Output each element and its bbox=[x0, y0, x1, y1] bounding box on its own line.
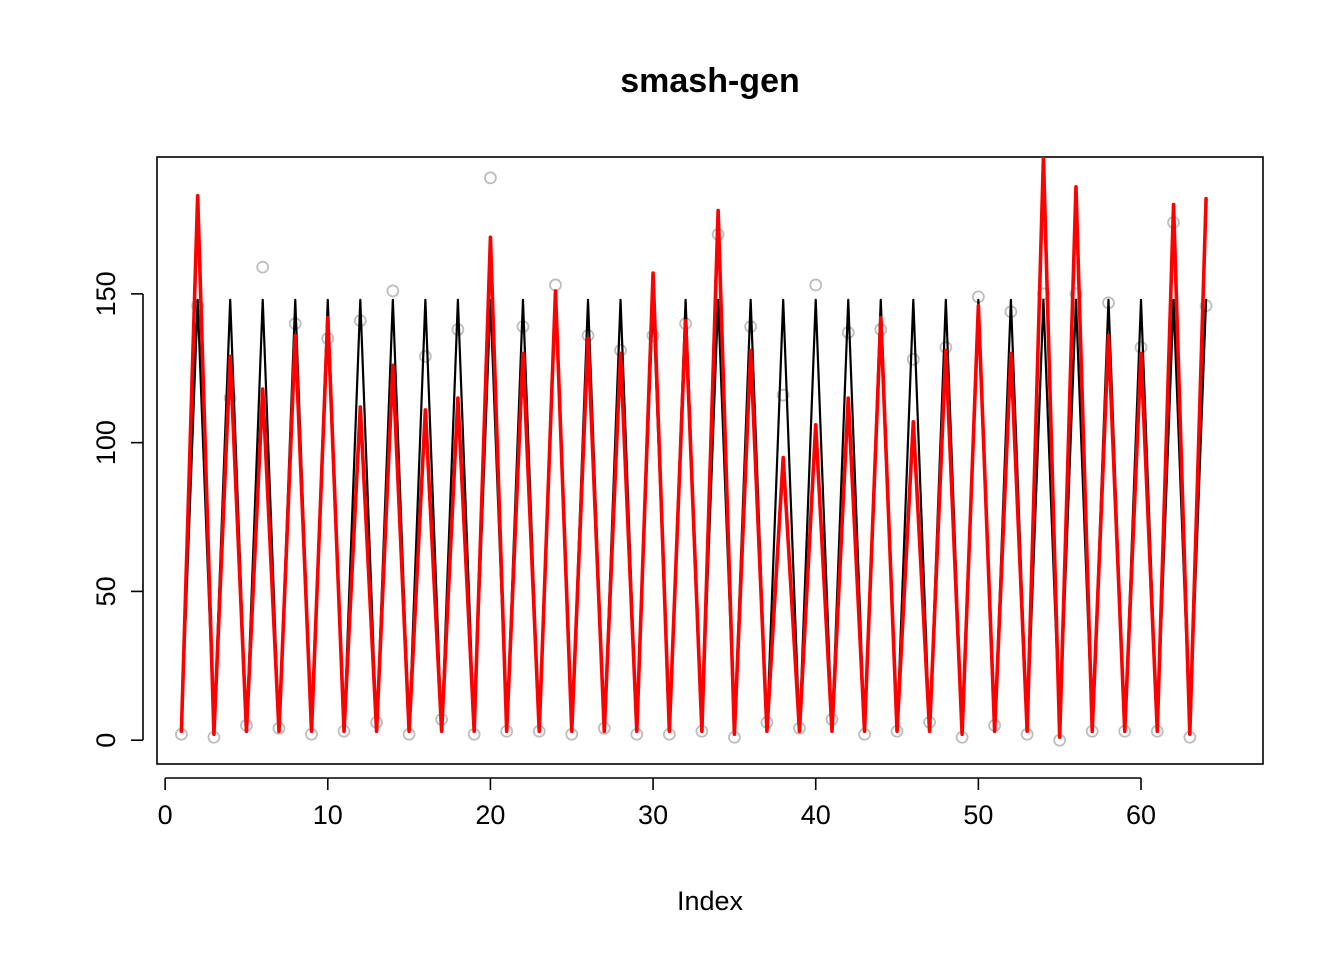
x-tick-label: 30 bbox=[638, 800, 668, 830]
y-tick-label: 100 bbox=[91, 420, 121, 465]
x-tick-label: 10 bbox=[313, 800, 343, 830]
y-tick-label: 50 bbox=[91, 576, 121, 606]
x-axis-label: Index bbox=[677, 886, 744, 916]
y-tick-label: 0 bbox=[91, 733, 121, 748]
chart-title: smash-gen bbox=[620, 62, 800, 100]
data-point bbox=[418, 349, 432, 363]
data-point bbox=[809, 278, 823, 292]
y-tick-label: 150 bbox=[91, 271, 121, 316]
data-point bbox=[1134, 341, 1148, 354]
x-tick-label: 20 bbox=[475, 800, 505, 830]
estimate-path bbox=[179, 157, 1208, 740]
data-point bbox=[776, 388, 790, 402]
data-point bbox=[906, 352, 920, 366]
x-tick-label: 0 bbox=[158, 800, 173, 830]
x-tick-label: 40 bbox=[801, 800, 831, 830]
data-point bbox=[646, 329, 660, 342]
smash-estimate-line bbox=[179, 157, 1208, 740]
x-axis: 0 10 20 30 40 50 60 bbox=[158, 777, 1156, 830]
data-point bbox=[484, 171, 497, 185]
x-tick-label: 50 bbox=[963, 800, 993, 830]
data-point bbox=[256, 260, 270, 274]
y-axis: 0 50 100 150 bbox=[91, 271, 144, 748]
plot-box bbox=[156, 156, 1264, 765]
data-point bbox=[549, 278, 562, 292]
x-tick-label: 60 bbox=[1126, 800, 1156, 830]
data-point bbox=[386, 284, 400, 298]
